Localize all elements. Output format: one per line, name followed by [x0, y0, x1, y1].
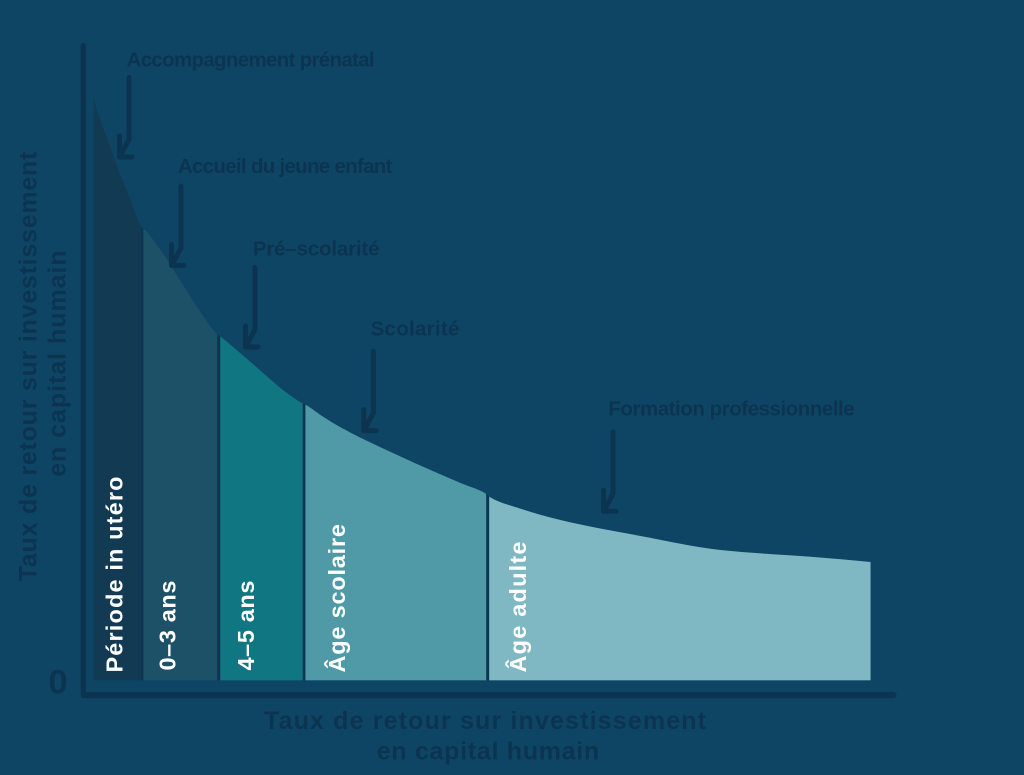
svg-text:Accueil du jeune enfant: Accueil du jeune enfant [178, 155, 393, 178]
svg-text:Âge adulte: Âge adulte [504, 542, 531, 673]
svg-text:en capital humain: en capital humain [377, 738, 600, 766]
svg-text:0–3 ans: 0–3 ans [154, 581, 180, 671]
svg-text:Taux de retour sur investissem: Taux de retour sur investissement [264, 707, 707, 735]
svg-text:Âge scolaire: Âge scolaire [323, 524, 350, 673]
svg-text:Période in utéro: Période in utéro [101, 477, 127, 673]
svg-text:en capital humain: en capital humain [44, 250, 72, 477]
svg-text:Taux de retour sur investissem: Taux de retour sur investissement [15, 151, 43, 581]
svg-text:Pré–scolarité: Pré–scolarité [253, 238, 380, 261]
svg-text:Scolarité: Scolarité [371, 318, 460, 341]
svg-text:4–5 ans: 4–5 ans [233, 581, 259, 671]
svg-text:Accompagnement prénatal: Accompagnement prénatal [127, 49, 375, 72]
svg-text:0: 0 [48, 664, 67, 702]
svg-text:Formation professionnelle: Formation professionnelle [608, 398, 854, 421]
